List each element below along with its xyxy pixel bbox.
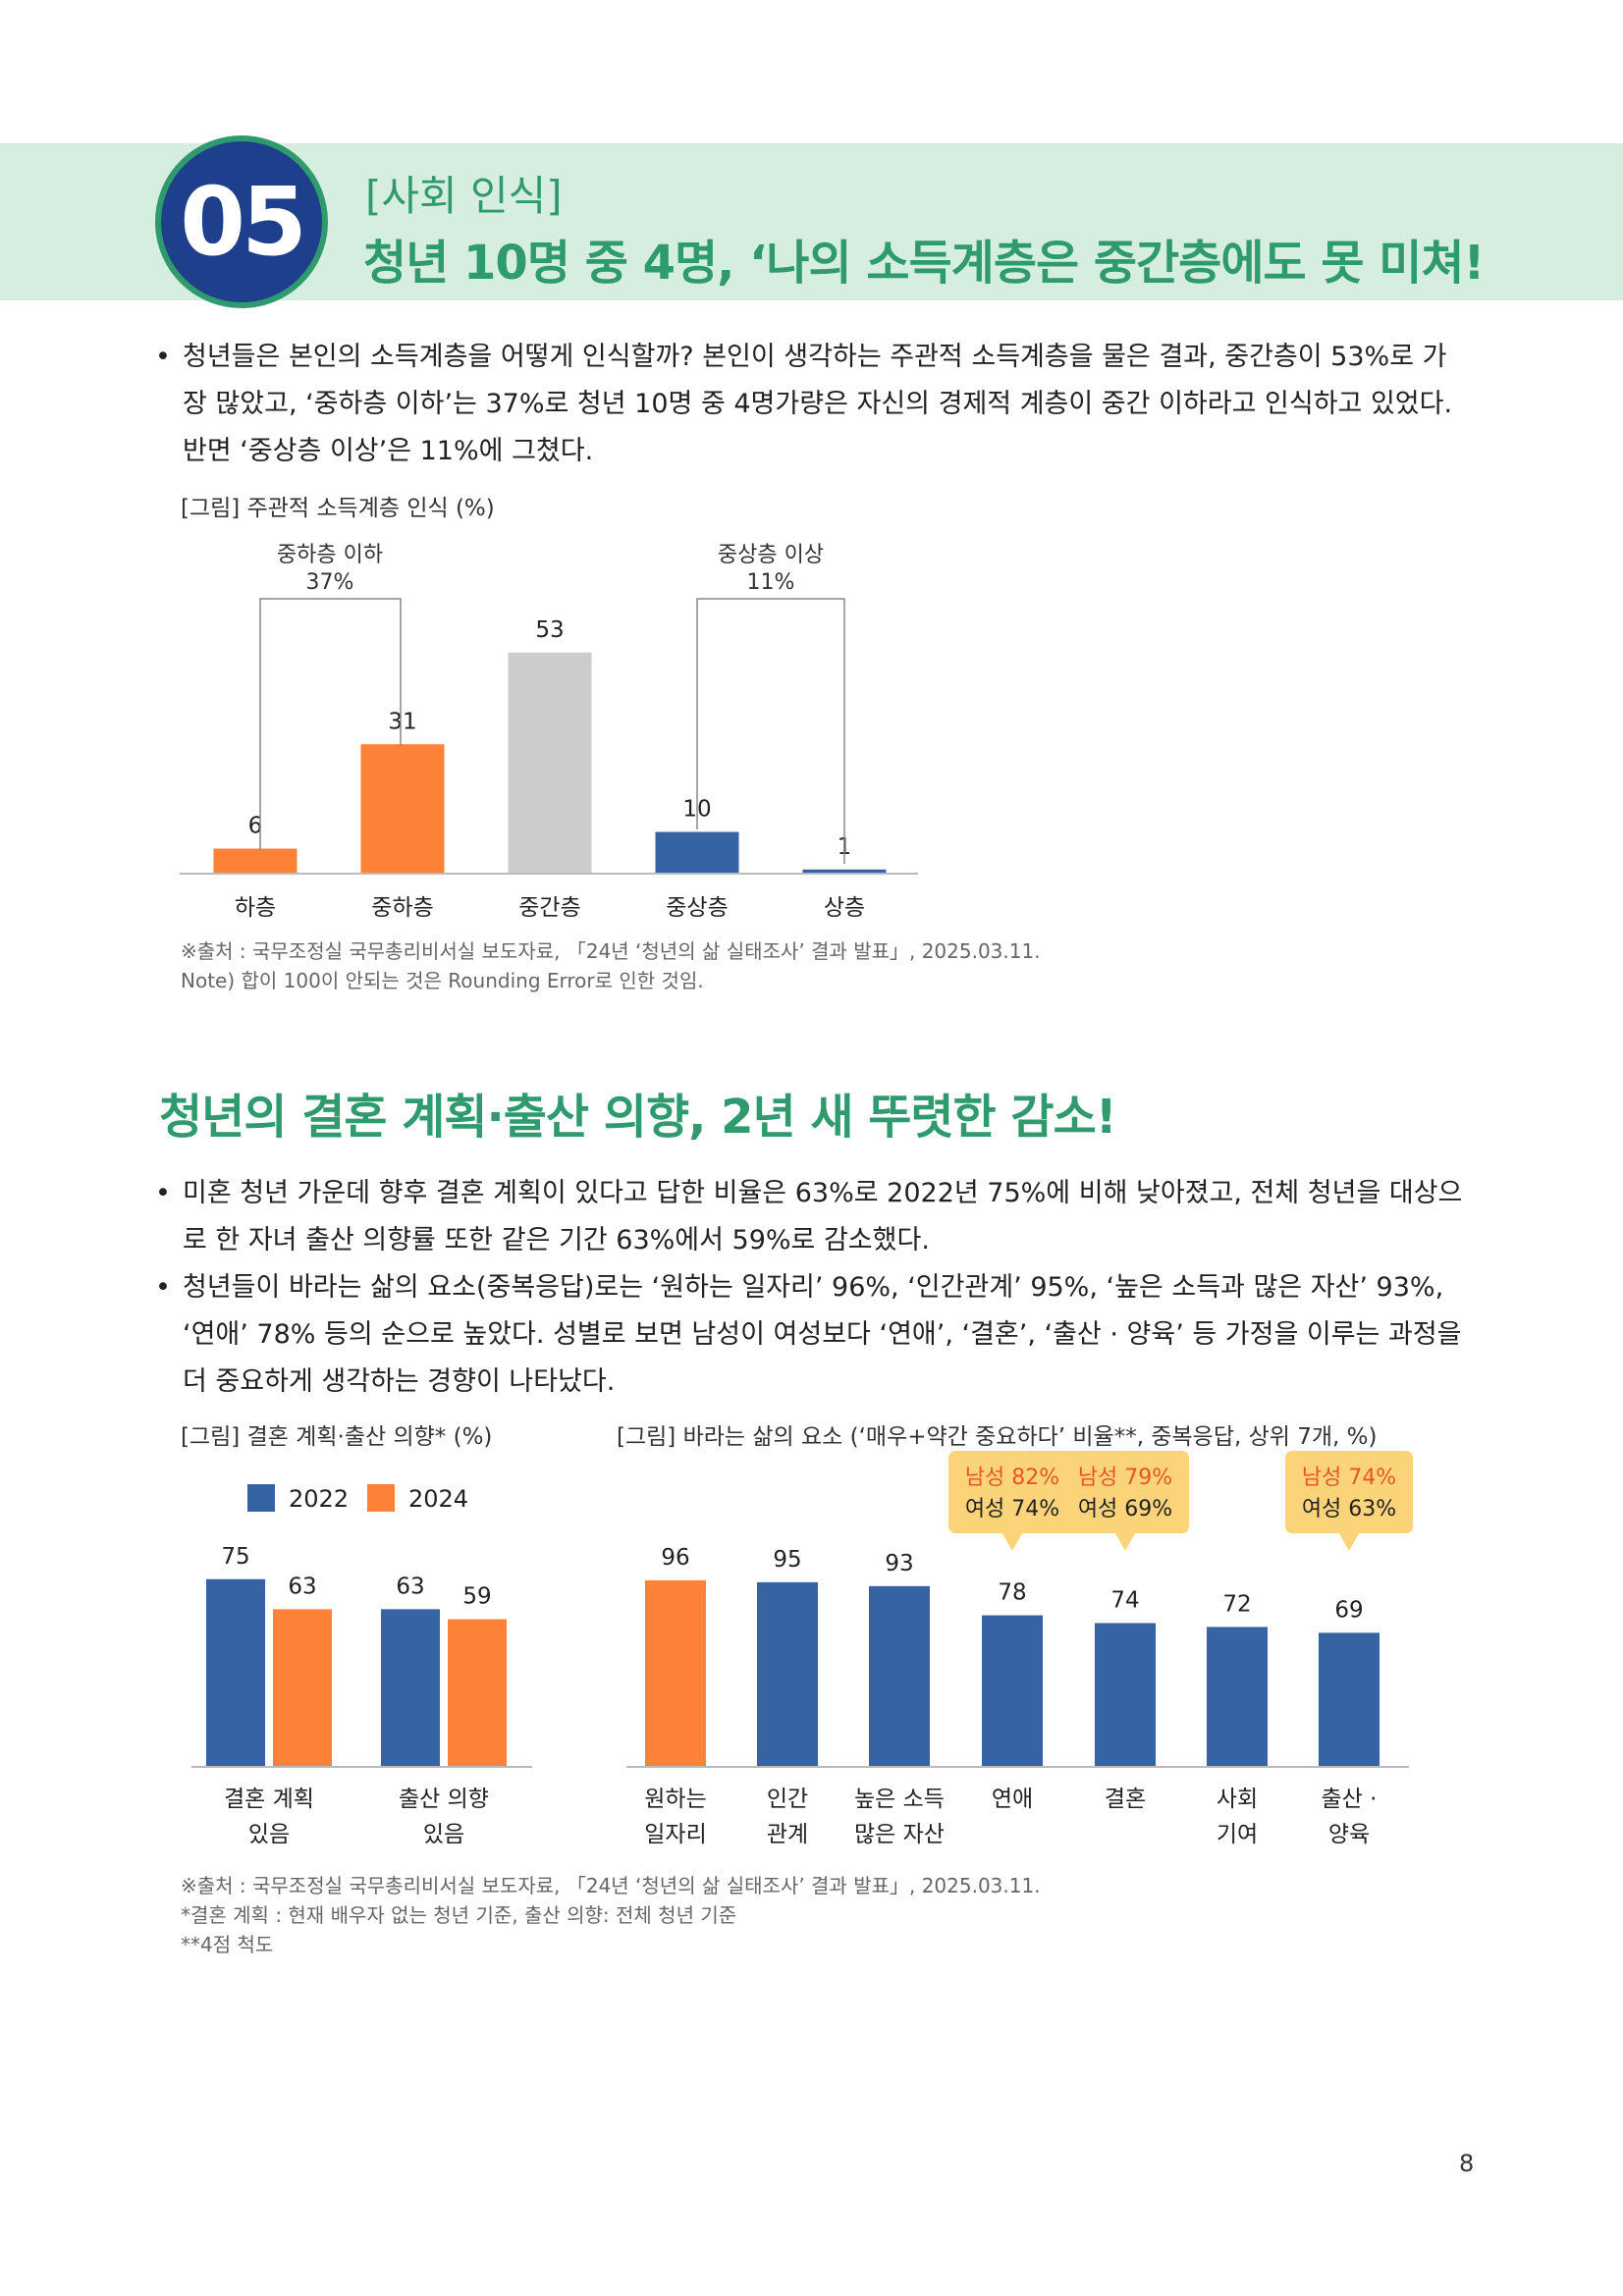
bar-연애 <box>982 1615 1043 1767</box>
callout-male-value: 남성 79% <box>1078 1466 1172 1490</box>
legend-swatch-2022 <box>247 1484 275 1512</box>
chart-caption: [그림] 바라는 삶의 요소 (‘매우+약간 중요하다’ 비율**, 중복응답,… <box>617 1424 1378 1450</box>
category-label: [사회 인식] <box>365 172 563 220</box>
category-label: 관계 <box>767 1822 808 1847</box>
bar-2022 <box>206 1578 265 1767</box>
bar-value-label: 93 <box>885 1551 913 1576</box>
bullet-dot: • <box>155 1178 171 1208</box>
category-label: 일자리 <box>644 1822 706 1847</box>
bullet-dot: • <box>155 342 171 372</box>
bracket-lower <box>259 598 402 850</box>
category-label: 높은 소득 <box>854 1787 945 1812</box>
life-elements-chart: 남성 82% 여성 74% 남성 79% 여성 69% 남성 74% 여성 63% 96 원… <box>626 1451 1413 1847</box>
bullet-paragraph: • 청년들은 본인의 소득계층을 어떻게 인식할까? 본인이 생각하는 주관적 … <box>155 334 1469 475</box>
bullet-text: 미혼 청년 가운데 향후 결혼 계획이 있다고 답한 비율은 63%로 2022… <box>183 1178 1463 1255</box>
category-label: 상층 <box>824 895 865 921</box>
bullet-text: 청년들이 바라는 삶의 요소(중복응답)로는 ‘원하는 일자리’ 96%, ‘인… <box>183 1272 1462 1397</box>
bar-value-label: 78 <box>998 1580 1026 1606</box>
bar-value-label: 96 <box>661 1545 689 1571</box>
bar-value-label: 6 <box>248 814 263 839</box>
category-label: 결혼 계획 <box>224 1787 314 1812</box>
bracket-lower-label: 중하층 이하 <box>277 543 383 567</box>
category-label: 원하는 <box>644 1787 706 1812</box>
bar-중상층 <box>655 831 739 874</box>
footnote-scale: **4점 척도 <box>181 1933 274 1956</box>
category-label: 출산 · <box>1322 1787 1378 1812</box>
bar-인간 관계 <box>757 1581 818 1767</box>
footnote-basis: *결혼 계획 : 현재 배우자 없는 청년 기준, 출산 의향: 전체 청년 기… <box>181 1903 737 1927</box>
gender-callout <box>1061 1451 1189 1551</box>
bracket-upper-value: 11% <box>747 570 795 595</box>
bar-2024 <box>448 1619 507 1767</box>
bar-value-label: 53 <box>535 617 564 643</box>
callout-female-value: 여성 74% <box>965 1497 1059 1522</box>
bar-value-label: 59 <box>462 1584 491 1610</box>
bar-출산 · 양육 <box>1319 1632 1380 1767</box>
category-label: 사회 <box>1217 1787 1258 1812</box>
category-label: 하층 <box>235 895 276 921</box>
source-note: ※출처 : 국무조정실 국무총리비서실 보도자료, 「24년 ‘청년의 삶 실태… <box>181 939 1041 963</box>
category-label: 중간층 <box>518 895 580 921</box>
bracket-upper-label: 중상층 이상 <box>718 543 824 567</box>
bar-중간층 <box>508 652 592 874</box>
gender-callout <box>948 1451 1076 1551</box>
callout-female-value: 여성 63% <box>1302 1497 1396 1522</box>
bullet-paragraph: • 청년들이 바라는 삶의 요소(중복응답)로는 ‘원하는 일자리’ 96%, … <box>155 1264 1469 1406</box>
bar-2022 <box>381 1609 440 1767</box>
section-number: 05 <box>180 167 307 277</box>
legend-label-2024: 2024 <box>408 1485 468 1513</box>
section-title: 청년의 결혼 계획·출산 의향, 2년 새 뚜렷한 감소! <box>159 1090 1117 1145</box>
bar-value-label: 69 <box>1334 1597 1363 1623</box>
source-note: ※출처 : 국무조정실 국무총리비서실 보도자료, 「24년 ‘청년의 삶 실태… <box>181 1874 1041 1897</box>
category-label: 양육 <box>1328 1822 1370 1847</box>
bar-value-label: 72 <box>1222 1591 1251 1617</box>
category-label: 있음 <box>423 1822 464 1847</box>
bar-상층 <box>802 869 887 874</box>
category-label: 연애 <box>992 1787 1033 1812</box>
bar-value-label: 63 <box>288 1574 316 1599</box>
legend-swatch-2024 <box>367 1484 395 1512</box>
bar-중하층 <box>360 744 445 874</box>
category-label: 결혼 <box>1105 1787 1146 1812</box>
bar-높은 소득 많은 자산 <box>869 1585 930 1767</box>
page-title: 청년 10명 중 4명, ‘나의 소득계층은 중간층에도 못 미쳐! <box>363 236 1485 291</box>
section-number-badge: 05 <box>155 135 328 308</box>
bar-value-label: 31 <box>388 709 416 734</box>
bullet-dot: • <box>155 1272 171 1303</box>
bar-value-label: 63 <box>396 1574 424 1599</box>
callout-female-value: 여성 69% <box>1078 1497 1172 1522</box>
bar-하층 <box>213 848 298 874</box>
category-label: 중하층 <box>371 895 433 921</box>
page-number: 8 <box>1459 2150 1475 2177</box>
category-label: 기여 <box>1217 1822 1258 1847</box>
chart-caption: [그림] 결혼 계획·출산 의향* (%) <box>181 1424 493 1450</box>
bar-value-label: 95 <box>773 1547 801 1573</box>
category-label: 인간 <box>767 1787 808 1812</box>
rounding-note: Note) 합이 100이 안되는 것은 Rounding Error로 인한 … <box>181 969 704 992</box>
category-label: 중상층 <box>666 895 728 921</box>
gender-callout <box>1285 1451 1413 1551</box>
category-label: 많은 자산 <box>854 1822 945 1847</box>
bullet-text: 청년들은 본인의 소득계층을 어떻게 인식할까? 본인이 생각하는 주관적 소득… <box>183 342 1453 466</box>
bar-2024 <box>273 1609 332 1767</box>
bracket-lower-value: 37% <box>306 570 354 595</box>
chart-caption: [그림] 주관적 소득계층 인식 (%) <box>181 496 495 521</box>
bullet-paragraph: • 미혼 청년 가운데 향후 결혼 계획이 있다고 답한 비율은 63%로 20… <box>155 1170 1469 1264</box>
bar-결혼 <box>1095 1623 1156 1767</box>
category-label: 있음 <box>248 1822 290 1847</box>
category-label: 출산 의향 <box>399 1787 489 1812</box>
callout-male-value: 남성 74% <box>1302 1466 1396 1490</box>
bar-원하는 일자리 <box>645 1579 706 1767</box>
bracket-upper <box>696 598 845 864</box>
bar-value-label: 75 <box>221 1544 249 1570</box>
legend-label-2022: 2022 <box>289 1485 349 1513</box>
bar-사회 기여 <box>1207 1627 1268 1767</box>
bar-value-label: 74 <box>1110 1587 1139 1613</box>
callout-male-value: 남성 82% <box>965 1466 1059 1490</box>
